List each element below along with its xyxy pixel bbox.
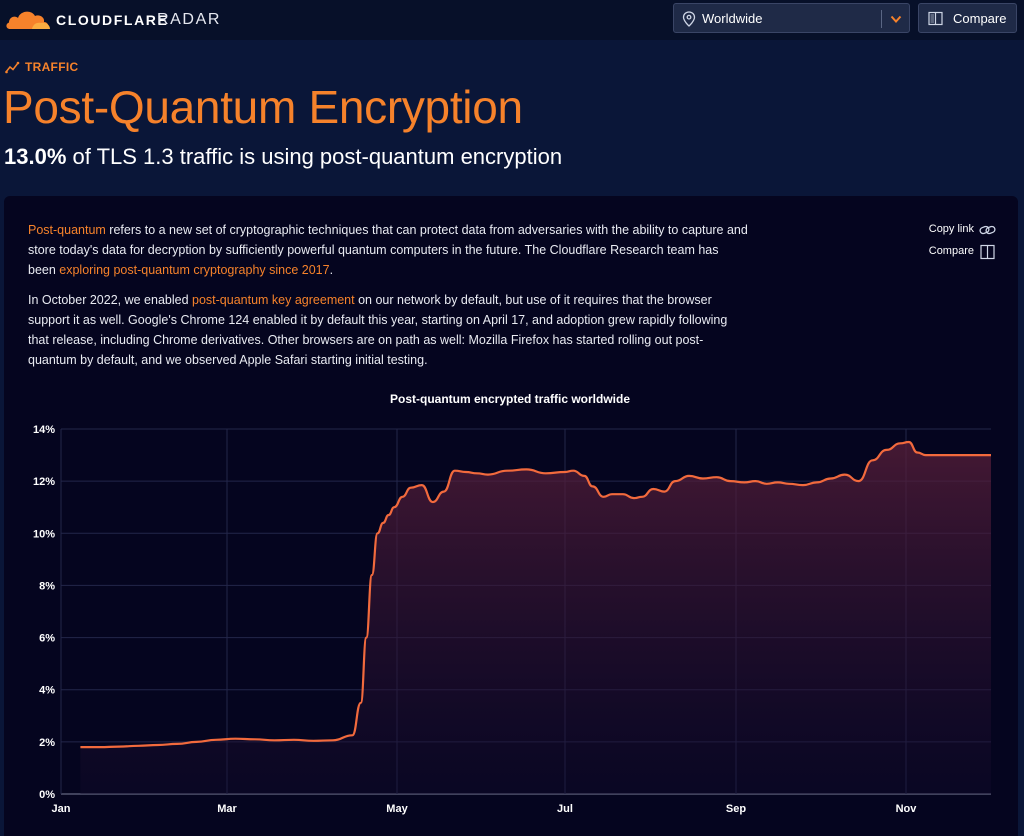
compare-button[interactable]: Compare — [918, 3, 1017, 33]
x-tick-label: Jul — [557, 803, 573, 815]
x-tick-label: Jan — [52, 803, 71, 815]
y-tick-label: 12% — [33, 476, 55, 488]
y-tick-label: 0% — [39, 789, 55, 801]
select-divider — [881, 10, 882, 28]
cloud-logo-icon[interactable] — [4, 7, 52, 33]
compare-button-label: Compare — [953, 11, 1007, 26]
map-pin-icon — [682, 11, 696, 27]
brand-name[interactable]: CLOUDFLARE — [56, 12, 169, 28]
x-tick-label: Sep — [726, 803, 746, 815]
y-tick-label: 2% — [39, 737, 55, 749]
y-axis: 0% 2% 4% 6% 8% 10% 12% 14% — [33, 424, 55, 801]
location-select[interactable]: Worldwide — [673, 3, 910, 33]
x-axis: Jan Mar May Jul Sep Nov — [52, 803, 918, 815]
y-tick-label: 6% — [39, 633, 55, 645]
traffic-chart: 0% 2% 4% 6% 8% 10% 12% 14% Jan Mar May Jul Sep Nov — [33, 424, 991, 815]
split-panel-icon — [928, 11, 943, 26]
research-link[interactable]: exploring post-quantum cryptography sinc… — [59, 263, 330, 277]
location-value: Worldwide — [702, 11, 763, 26]
adoption-text-2: on our network by default, but use of it… — [28, 293, 728, 367]
key-agreement-link[interactable]: post-quantum key agreement — [192, 293, 355, 307]
trending-up-icon — [5, 61, 20, 74]
split-panel-icon — [980, 244, 995, 260]
copy-link-button[interactable]: Copy link — [894, 221, 1004, 239]
page-subtitle: 13.0% of TLS 1.3 traffic is using post-q… — [4, 144, 562, 170]
x-tick-label: Mar — [217, 803, 237, 815]
intro-text-2: . — [329, 263, 334, 277]
post-quantum-link[interactable]: Post-quantum — [28, 223, 106, 237]
y-tick-label: 14% — [33, 424, 55, 436]
compare-chart-button[interactable]: Compare — [894, 243, 1004, 261]
top-bar: CLOUDFLARE RADAR Worldwide Compare — [0, 0, 1024, 40]
brand-subtitle[interactable]: RADAR — [157, 11, 222, 28]
stat-value: 13.0% — [4, 144, 67, 169]
y-tick-label: 4% — [39, 685, 55, 697]
chevron-down-icon[interactable] — [889, 12, 903, 26]
series-line — [80, 440, 991, 749]
link-chain-icon — [979, 225, 996, 235]
compare-chart-label: Compare — [928, 245, 974, 257]
x-tick-label: May — [386, 803, 408, 815]
content-card: Post-quantum refers to a new set of cryp… — [4, 196, 1018, 836]
stat-description: of TLS 1.3 traffic is using post-quantum… — [66, 144, 563, 169]
series-area — [80, 442, 991, 794]
intro-paragraph: Post-quantum refers to a new set of cryp… — [28, 220, 748, 280]
chart-title: Post-quantum encrypted traffic worldwide — [389, 392, 631, 406]
breadcrumb-label: TRAFFIC — [25, 60, 79, 74]
y-tick-label: 10% — [33, 528, 55, 540]
intro-text-1: refers to a new set of cryptographic tec… — [28, 223, 748, 277]
y-tick-label: 8% — [39, 580, 55, 592]
adoption-paragraph: In October 2022, we enabled post-quantum… — [28, 290, 748, 370]
page-title: Post-Quantum Encryption — [3, 81, 523, 133]
copy-link-label: Copy link — [928, 223, 974, 235]
adoption-text-1: In October 2022, we enabled — [28, 293, 193, 307]
x-tick-label: Nov — [896, 803, 918, 815]
